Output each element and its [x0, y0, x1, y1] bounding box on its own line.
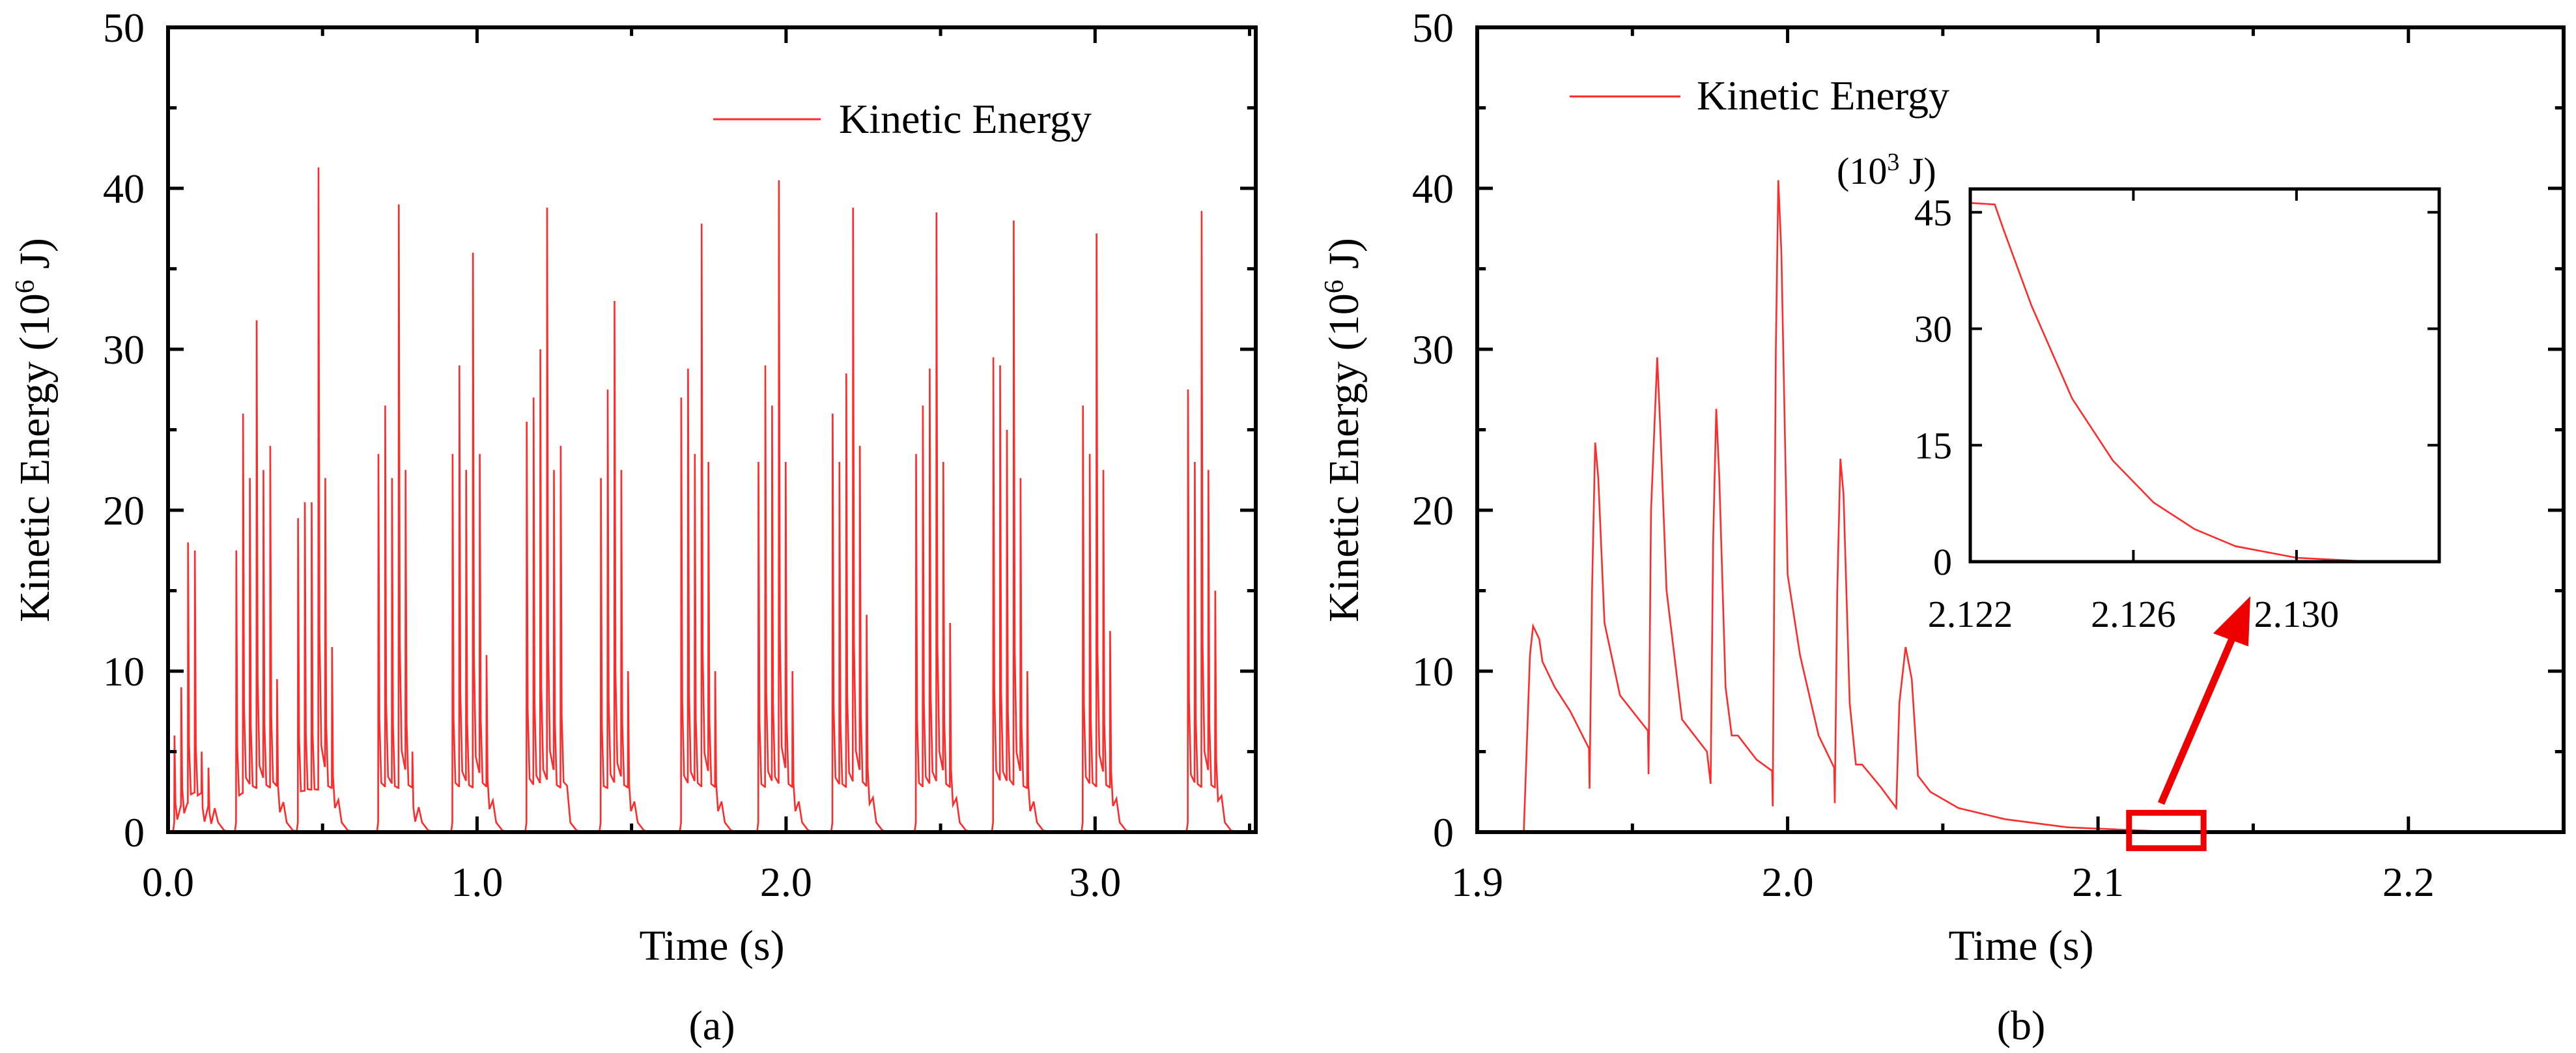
panel-a-y-tick-label: 0 — [124, 809, 145, 856]
panel-a-burst-4 — [376, 204, 438, 833]
panel-b-zoom-region — [2126, 809, 2207, 852]
inset-y-tick-label: 15 — [1914, 424, 1952, 467]
panel-b-x-tick-label: 2.0 — [1762, 859, 1814, 905]
panel-a-y-tick-label: 50 — [103, 5, 145, 51]
inset-y-tick-label: 45 — [1914, 192, 1952, 234]
panel-a-x-tick-label: 0.0 — [142, 859, 194, 905]
panel-b-y-tick-label: 50 — [1412, 5, 1454, 51]
panel-b-kinetic-energy-line — [1523, 180, 2564, 833]
panel-b: 1.9 2.0 2.1 2.2 0 10 20 30 40 50 Kinetic Energy 2… — [1320, 5, 2566, 1048]
panel-b-inset: 2.122 2.126 2.130 0 15 30 45 (103 J) — [1837, 149, 2441, 635]
panel-b-y-tick-label: 0 — [1433, 809, 1454, 856]
panel-a-series — [168, 167, 1256, 833]
zoom-arrow — [2157, 596, 2250, 805]
panel-a-y-tick-label: 10 — [103, 648, 145, 695]
panel-b-x-tick-label: 2.1 — [2072, 859, 2124, 905]
panel-a-legend-label: Kinetic Energy — [839, 96, 1092, 142]
panel-b-x-axis-title: Time (s) — [1948, 922, 2093, 970]
panel-a-x-tick-label: 1.0 — [451, 859, 503, 905]
panel-b-x-tick-label: 1.9 — [1451, 859, 1503, 905]
panel-a-y-axis-title: Kinetic Energy (106 J) — [10, 238, 59, 622]
panel-b-caption: (b) — [1997, 1002, 2046, 1048]
panel-a-burst-11 — [913, 212, 976, 833]
panel-a-x-tick-label: 3.0 — [1069, 859, 1121, 905]
inset-ticks: 2.122 2.126 2.130 0 15 30 45 — [1914, 189, 2439, 635]
panel-a-burst-12 — [991, 220, 1053, 833]
panel-a-burst-9 — [756, 180, 818, 833]
panel-a-y-tick-label: 40 — [103, 166, 145, 212]
panel-a-burst-10 — [830, 207, 892, 833]
panel-b-legend-label: Kinetic Energy — [1697, 72, 1949, 119]
panel-b-series — [1523, 180, 2564, 833]
panel-a-burst-14 — [1185, 210, 1241, 833]
panel-a-x-tick-label: 2.0 — [760, 859, 812, 905]
panel-a-x-axis-title: Time (s) — [639, 922, 784, 970]
inset-series — [1970, 202, 2440, 563]
panel-a-burst-1 — [172, 542, 234, 833]
panel-b-ticks: 1.9 2.0 2.1 2.2 0 10 20 30 40 50 — [1412, 5, 2566, 905]
panel-a-y-tick-label: 20 — [103, 487, 145, 534]
panel-b-y-tick-label: 10 — [1412, 648, 1454, 695]
panel-b-y-tick-label: 40 — [1412, 166, 1454, 212]
panel-a-y-tick-label: 30 — [103, 326, 145, 373]
inset-y-tick-label: 0 — [1933, 541, 1952, 583]
inset-x-tick-label: 2.130 — [2254, 593, 2340, 635]
inset-unit-label: (103 J) — [1837, 149, 1936, 192]
panel-a-burst-5 — [450, 252, 512, 833]
inset-kinetic-energy-line — [1970, 202, 2440, 563]
panel-a-burst-3 — [296, 167, 358, 833]
panel-a-ticks: 0.0 1.0 2.0 3.0 0 10 20 30 40 50 — [103, 5, 1256, 905]
inset-frame — [1968, 187, 2441, 564]
panel-b-x-tick-label: 2.2 — [2383, 859, 2435, 905]
panel-a-burst-13 — [1081, 233, 1136, 833]
panel-a-burst-2 — [234, 320, 303, 833]
inset-x-tick-label: 2.122 — [1928, 593, 2013, 635]
panel-b-y-tick-label: 30 — [1412, 326, 1454, 373]
panel-b-y-tick-label: 20 — [1412, 487, 1454, 534]
inset-x-tick-label: 2.126 — [2091, 593, 2176, 635]
panel-a-burst-8 — [679, 224, 741, 833]
panel-a-legend: Kinetic Energy — [713, 96, 1092, 142]
panel-a-burst-6 — [524, 207, 586, 833]
panel-a: 0.0 1.0 2.0 3.0 0 10 20 30 40 50 Kinetic Energy T… — [10, 5, 1258, 1048]
panel-a-burst-7 — [599, 300, 654, 833]
panel-b-legend: Kinetic Energy — [1570, 72, 1949, 119]
inset-y-tick-label: 30 — [1914, 308, 1952, 351]
panel-b-y-axis-title: Kinetic Energy (106 J) — [1320, 238, 1368, 622]
panel-a-caption: (a) — [688, 1002, 735, 1048]
inset-background — [1970, 189, 2439, 562]
